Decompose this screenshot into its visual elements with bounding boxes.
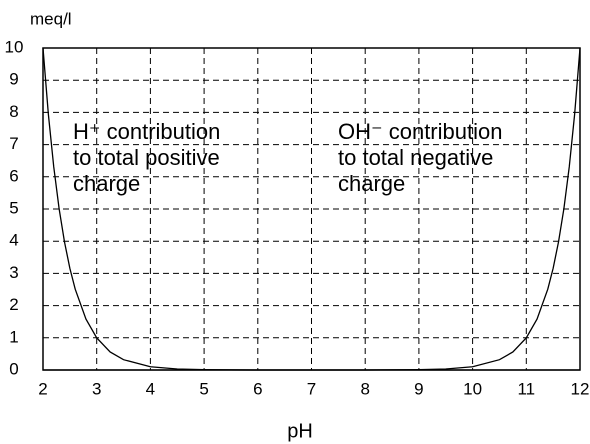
y-tick-label: 9 [9, 70, 18, 89]
annotation: to total negative [338, 145, 493, 170]
y-tick-label: 4 [9, 231, 18, 250]
annotation: charge [338, 171, 405, 196]
y-tick-label: 3 [9, 263, 18, 282]
y-tick-label: 1 [9, 327, 18, 346]
x-tick-label: 8 [360, 379, 369, 398]
y-tick-label: 2 [9, 295, 18, 314]
x-tick-label: 2 [38, 379, 47, 398]
y-tick-label: 6 [9, 166, 18, 185]
y-tick-label: 0 [9, 359, 18, 378]
annotation: H⁺ contribution [73, 119, 220, 144]
data-line [43, 47, 581, 371]
annotation: to total positive [73, 145, 220, 170]
annotation: OH⁻ contribution [338, 119, 502, 144]
y-tick-label: 5 [9, 198, 18, 217]
x-tick-label: 4 [146, 379, 155, 398]
x-tick-label: 12 [571, 379, 590, 398]
y-tick-label: 8 [9, 102, 18, 121]
y-tick-label: 7 [9, 134, 18, 153]
x-tick-label: 10 [463, 379, 482, 398]
x-tick-label: 3 [92, 379, 101, 398]
x-tick-label: 11 [517, 379, 535, 398]
x-tick-label: 9 [414, 379, 423, 398]
y-tick-label: 10 [5, 37, 24, 56]
x-tick-label: 6 [253, 379, 262, 398]
x-axis-label: pH [287, 420, 313, 442]
annotation: charge [73, 171, 140, 196]
x-tick-label: 7 [307, 379, 316, 398]
x-tick-label: 5 [199, 379, 208, 398]
y-axis-label: meq/l [30, 9, 72, 28]
